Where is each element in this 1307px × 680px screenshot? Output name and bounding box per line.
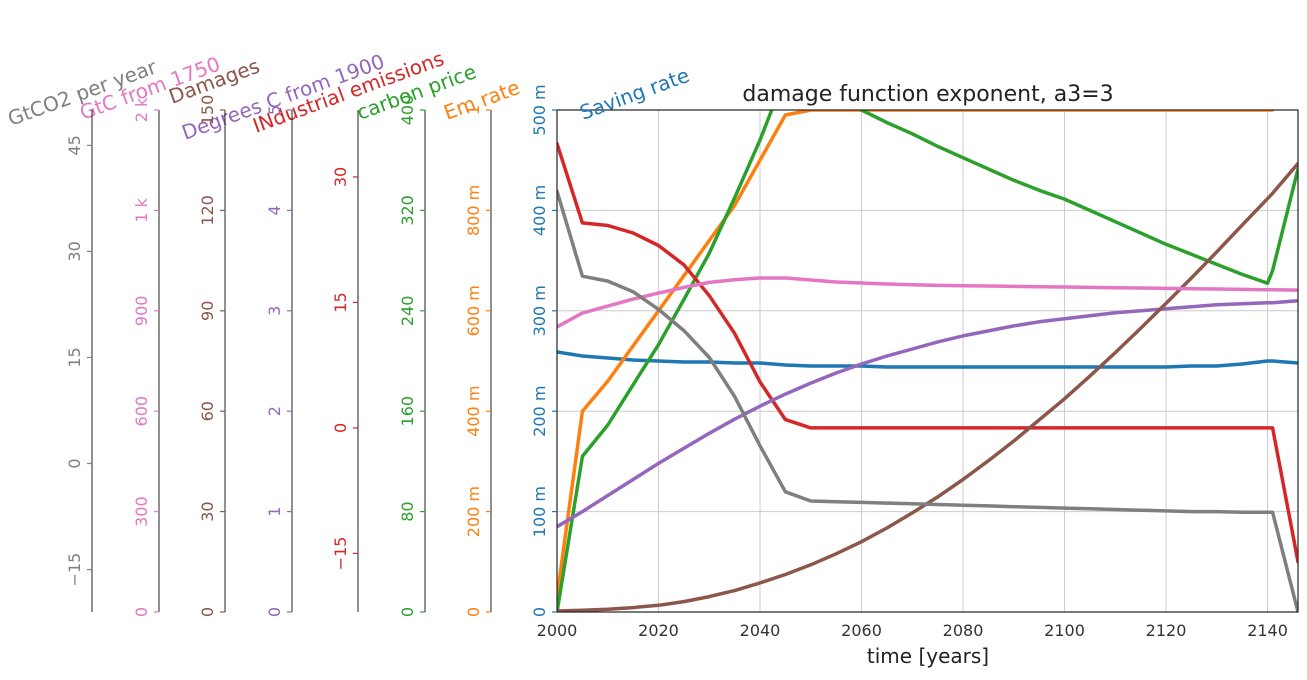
y-tick-label: 1 k — [132, 197, 151, 222]
series-layer — [557, 110, 1298, 612]
y-tick-label: 0 — [398, 607, 417, 617]
y-tick-label: 90 — [198, 301, 217, 321]
y-tick-label: 240 — [398, 296, 417, 327]
y-tick-label: 800 m — [464, 185, 483, 236]
chart-title: damage function exponent, a3=3 — [742, 82, 1113, 107]
y-tick-label: 300 m — [530, 285, 549, 336]
y-tick-label: 300 — [132, 496, 151, 527]
y-tick-label: 1 — [265, 507, 284, 517]
y-tick-label: 0 — [198, 607, 217, 617]
series-line-indem — [557, 141, 1298, 564]
y-tick-label: 400 m — [464, 386, 483, 437]
y-tick-label: 30 — [198, 501, 217, 521]
y-tick-label: 120 — [198, 195, 217, 226]
series-line-gtco2 — [557, 189, 1298, 612]
series-line-damages — [557, 161, 1298, 612]
x-axis-label: time [years] — [867, 644, 989, 668]
x-tick-label: 2060 — [841, 621, 882, 640]
y-tick-label: 4 — [265, 205, 284, 215]
y-axis-title-saving: Saving rate — [577, 63, 693, 125]
grid-layer — [557, 110, 1298, 612]
y-tick-label: 0 — [265, 607, 284, 617]
y-tick-label: 600 m — [464, 285, 483, 336]
series-line-gtc — [557, 276, 1298, 329]
series-line-carbon — [557, 110, 1298, 612]
y-tick-label: 30 — [65, 241, 84, 261]
x-tick-label: 2120 — [1146, 621, 1187, 640]
y-tick-label: −15 — [65, 553, 84, 587]
y-tick-label: 1 — [464, 105, 483, 115]
y-tick-label: 2 — [265, 406, 284, 416]
plot-frame — [556, 109, 1299, 613]
x-tick-label: 2080 — [943, 621, 984, 640]
series-line-temp — [557, 299, 1298, 529]
y-axis-saving: 0 100 m 200 m 300 m 400 m 500 m Saving rate — [530, 63, 692, 617]
y-tick-label: 45 — [65, 135, 84, 155]
series-line-emrate — [557, 110, 1275, 599]
y-tick-label: 600 — [132, 396, 151, 427]
y-tick-label: 320 — [398, 195, 417, 226]
y-tick-label: 0 — [331, 423, 350, 433]
y-tick-label: 3 — [265, 306, 284, 316]
y-tick-label: 400 — [398, 95, 417, 126]
y-tick-label: 200 m — [530, 386, 549, 437]
y-tick-label: 15 — [331, 292, 350, 312]
y-tick-label: 0 — [65, 458, 84, 468]
y-tick-label: 2 k — [132, 97, 151, 122]
y-tick-label: 100 m — [530, 486, 549, 537]
x-tick-label: 2140 — [1247, 621, 1288, 640]
y-tick-label: 30 — [331, 167, 350, 187]
y-tick-label: 80 — [398, 501, 417, 521]
series-line-saving — [557, 350, 1298, 369]
y-tick-label: 15 — [65, 347, 84, 367]
y-tick-label: 0 — [132, 607, 151, 617]
x-tick-label: 2000 — [537, 621, 578, 640]
y-tick-label: 400 m — [530, 185, 549, 236]
x-tick-label: 2100 — [1044, 621, 1085, 640]
y-tick-label: −15 — [331, 537, 350, 571]
y-tick-label: 900 — [132, 296, 151, 327]
y-tick-label: 5 — [265, 105, 284, 115]
x-axis: 2000 2020 2040 2060 2080 2100 2120 2140 — [537, 621, 1288, 640]
x-tick-label: 2040 — [740, 621, 781, 640]
y-tick-label: 500 m — [530, 84, 549, 135]
x-tick-label: 2020 — [638, 621, 679, 640]
y-tick-label: 60 — [198, 401, 217, 421]
y-tick-label: 160 — [398, 396, 417, 427]
y-tick-label: 200 m — [464, 486, 483, 537]
y-tick-label: 150 — [198, 95, 217, 126]
y-tick-label: 0 — [464, 607, 483, 617]
y-tick-label: 0 — [530, 607, 549, 617]
